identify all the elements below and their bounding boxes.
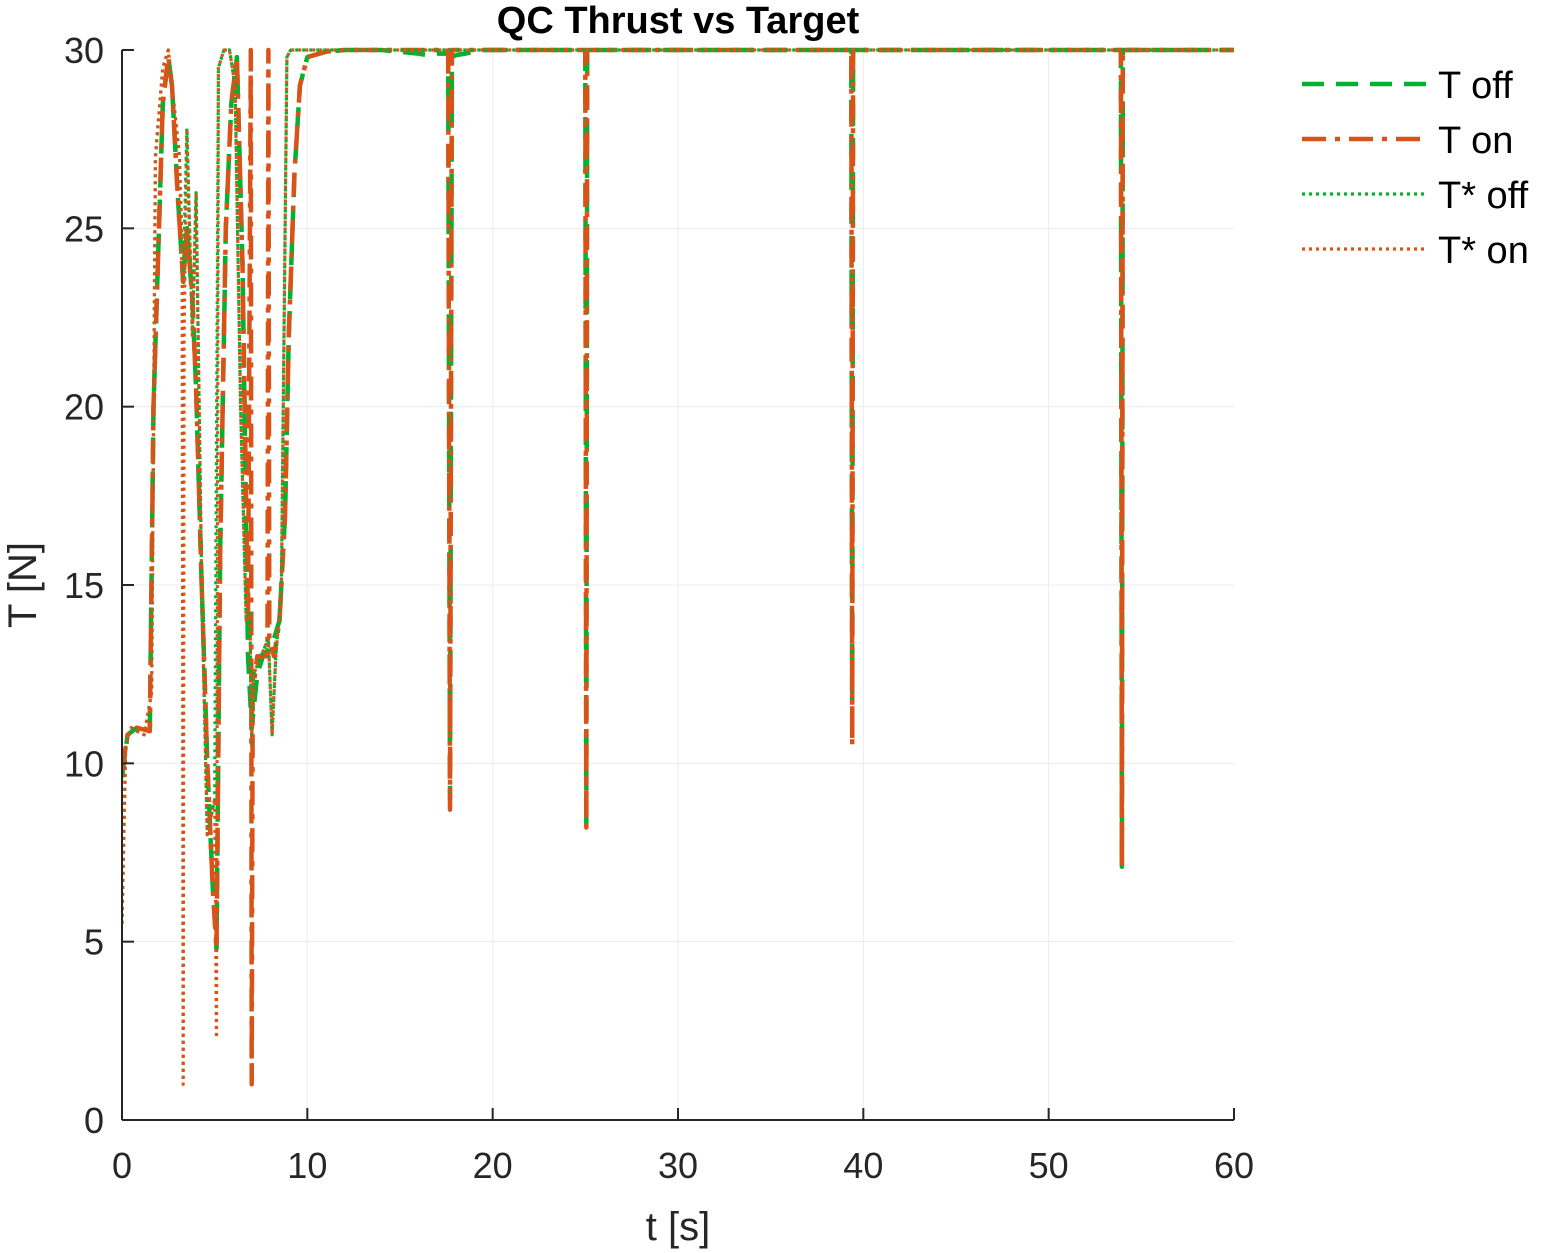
y-tick-label: 30 [64,30,104,71]
x-tick-label: 40 [843,1145,883,1186]
series-line-3 [122,48,1234,1086]
legend-label-0: T off [1438,65,1513,107]
y-tick-label: 0 [84,1100,104,1141]
series-layer [122,47,1234,1087]
y-axis-label: T [N] [1,542,45,628]
legend-label-3: T* on [1438,230,1529,272]
y-tick-label: 15 [64,565,104,606]
x-tick-label: 60 [1214,1145,1254,1186]
y-tick-label: 5 [84,922,104,963]
x-tick-label: 10 [287,1145,327,1186]
x-tick-labels: 0 10 20 30 40 50 60 [112,1145,1254,1186]
x-tick-label: 30 [658,1145,698,1186]
x-tick-label: 20 [473,1145,513,1186]
legend-label-2: T* off [1438,175,1529,217]
x-axis-label: t [s] [646,1205,710,1249]
axes [121,49,1235,1121]
y-tick-labels: 0 5 10 15 20 25 30 [64,30,104,1141]
x-tick-label: 0 [112,1145,132,1186]
y-tick-label: 20 [64,387,104,428]
legend-label-1: T on [1438,120,1513,162]
y-tick-label: 10 [64,743,104,784]
series-line-1 [122,47,1234,1087]
x-tick-label: 50 [1029,1145,1069,1186]
grid [122,50,1234,1120]
chart-title: QC Thrust vs Target [497,0,860,42]
y-tick-label: 25 [64,208,104,249]
legend: T off T on T* off T* on [1302,65,1529,272]
